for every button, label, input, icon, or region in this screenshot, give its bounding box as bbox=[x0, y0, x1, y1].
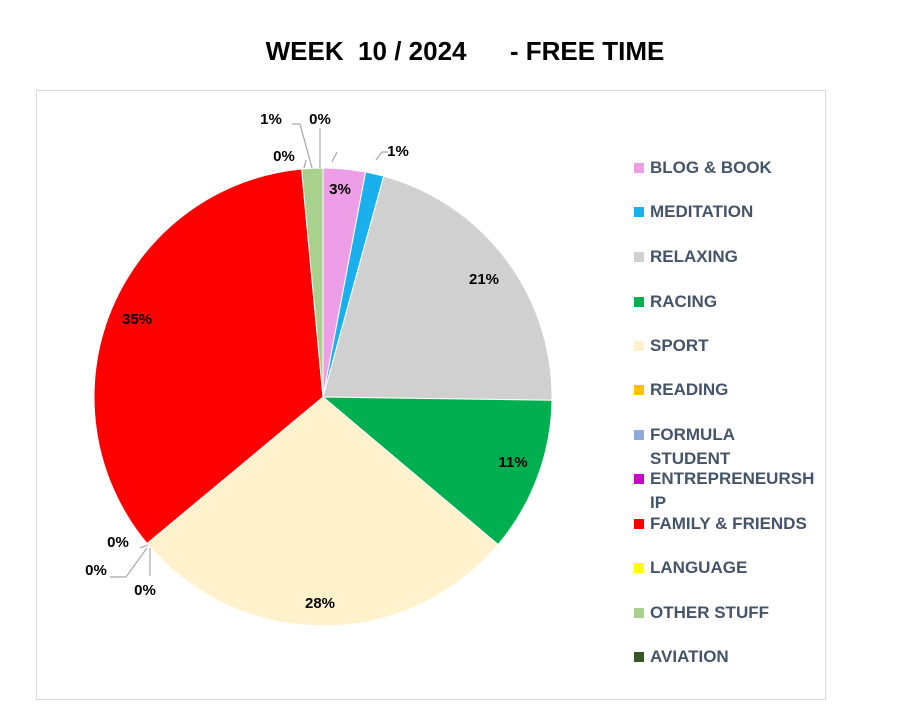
data-label-aviation: 0% bbox=[309, 111, 331, 128]
legend-swatch-aviation bbox=[634, 652, 644, 662]
legend-swatch-language bbox=[634, 563, 644, 573]
legend-label-language: LANGUAGE bbox=[650, 558, 748, 577]
pie-slice-racing bbox=[321, 396, 553, 546]
data-label-other-stuff: 1% bbox=[260, 111, 282, 128]
data-label-racing: 11% bbox=[498, 454, 527, 471]
legend-swatch-entrepreneurship bbox=[634, 474, 644, 484]
legend-label-aviation: AVIATION bbox=[650, 647, 729, 666]
leader-line-meditation bbox=[375, 151, 388, 161]
leader-line-formula-student bbox=[110, 547, 148, 578]
legend-label-formula-student-line2: STUDENT bbox=[650, 449, 731, 468]
legend-label-entrepreneurship: ENTREPRENEURSH bbox=[650, 469, 815, 488]
legend-label-racing: RACING bbox=[650, 292, 718, 311]
legend-item-reading: READING bbox=[634, 378, 729, 402]
legend-item-family-friends: FAMILY & FRIENDS bbox=[634, 512, 807, 536]
chart-title: WEEK 10 / 2024 - FREE TIME bbox=[265, 36, 665, 66]
legend-item-formula-student: FORMULA STUDENT bbox=[634, 423, 735, 471]
leader-line-other-stuff bbox=[292, 123, 313, 169]
data-label-entrepreneurship: 0% bbox=[134, 582, 156, 599]
data-label-sport: 28% bbox=[305, 595, 335, 612]
legend-swatch-blog-book bbox=[634, 163, 644, 173]
pie-slices bbox=[93, 167, 553, 627]
legend-item-language: LANGUAGE bbox=[634, 556, 748, 580]
legend-label-relaxing: RELAXING bbox=[650, 247, 738, 266]
data-label-reading: 0% bbox=[107, 534, 129, 551]
leader-line-language bbox=[303, 159, 307, 169]
plot-area bbox=[36, 90, 826, 700]
legend-item-aviation: AVIATION bbox=[634, 645, 729, 669]
legend-label-formula-student: FORMULA bbox=[650, 425, 735, 444]
data-label-relaxing: 21% bbox=[469, 271, 499, 288]
legend-label-meditation: MEDITATION bbox=[650, 202, 754, 221]
legend-label-other-stuff: OTHER STUFF bbox=[650, 603, 769, 622]
legend-swatch-racing bbox=[634, 297, 644, 307]
legend-item-relaxing: RELAXING bbox=[634, 245, 738, 269]
leader-lines bbox=[110, 123, 388, 578]
legend-item-sport: SPORT bbox=[634, 334, 709, 358]
data-label-formula-student: 0% bbox=[85, 562, 107, 579]
data-labels: 3%1%21%11%28%0%0%0%35%0%1% 0% bbox=[85, 111, 527, 612]
legend-item-racing: RACING bbox=[634, 290, 718, 314]
legend-swatch-family-friends bbox=[634, 519, 644, 529]
legend-label-entrepreneurship-line2: IP bbox=[650, 493, 667, 512]
legend-swatch-meditation bbox=[634, 207, 644, 217]
leader-line-reading bbox=[139, 544, 149, 549]
legend-swatch-relaxing bbox=[634, 252, 644, 262]
legend-label-sport: SPORT bbox=[650, 336, 709, 355]
data-label-blog-book: 3% bbox=[329, 181, 351, 198]
legend-item-other-stuff: OTHER STUFF bbox=[634, 601, 769, 625]
legend-label-blog-book: BLOG & BOOK bbox=[650, 158, 772, 177]
data-label-family-friends: 35% bbox=[122, 311, 152, 328]
pie-slice-other-stuff bbox=[301, 167, 324, 398]
pie-slice-family-friends bbox=[93, 168, 324, 545]
legend-swatch-sport bbox=[634, 341, 644, 351]
legend-item-blog-book: BLOG & BOOK bbox=[634, 156, 772, 180]
legend-item-entrepreneurship: ENTREPRENEURSH IP bbox=[634, 467, 815, 515]
legend-item-meditation: MEDITATION bbox=[634, 200, 754, 224]
legend-swatch-other-stuff bbox=[634, 608, 644, 618]
pie-slice-sport bbox=[146, 396, 499, 627]
legend-label-family-friends: FAMILY & FRIENDS bbox=[650, 514, 807, 533]
data-label-meditation: 1% bbox=[387, 143, 409, 160]
legend-swatch-formula-student bbox=[634, 430, 644, 440]
pie-slice-relaxing bbox=[322, 175, 553, 401]
data-label-language: 0% bbox=[273, 148, 295, 165]
leader-line-extra-zero bbox=[331, 151, 338, 163]
legend-swatch-reading bbox=[634, 385, 644, 395]
legend-label-reading: READING bbox=[650, 380, 729, 399]
